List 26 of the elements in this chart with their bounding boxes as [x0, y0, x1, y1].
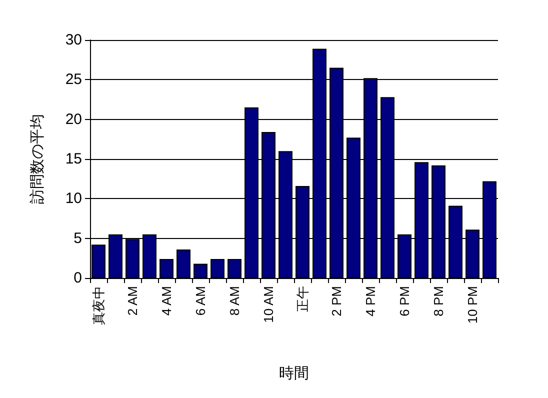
bar [228, 258, 242, 278]
x-tick-label: 2 PM [329, 286, 344, 316]
x-axis-title: 時間 [279, 365, 309, 382]
y-tick-label: 0 [74, 270, 82, 286]
x-tick-label: 6 PM [397, 286, 412, 316]
y-tick-label: 10 [65, 190, 82, 208]
bar [210, 258, 224, 278]
x-tick-label: 真夜中 [91, 286, 106, 325]
y-tick-label: 5 [74, 230, 82, 247]
y-tick-label: 25 [65, 71, 82, 88]
y-tick-label: 30 [65, 32, 82, 48]
x-tick-label: 8 AM [227, 286, 242, 316]
y-tick-label: 20 [65, 110, 82, 128]
x-tick-label: 8 PM [431, 286, 446, 316]
x-tick-label: 10 PM [465, 286, 480, 324]
y-tick-label: 15 [65, 150, 82, 168]
x-tick-label: 2 AM [125, 286, 140, 316]
bar [160, 258, 174, 278]
x-tick-label: 10 AM [261, 286, 276, 323]
x-tick-label: 6 AM [193, 286, 208, 316]
y-axis-title: 訪問数の平均 [29, 114, 46, 204]
bar [176, 249, 190, 278]
x-tick-label: 正午 [295, 286, 310, 312]
x-tick-label: 4 AM [159, 286, 174, 316]
bar [194, 264, 208, 278]
x-tick-label: 4 PM [363, 286, 378, 316]
